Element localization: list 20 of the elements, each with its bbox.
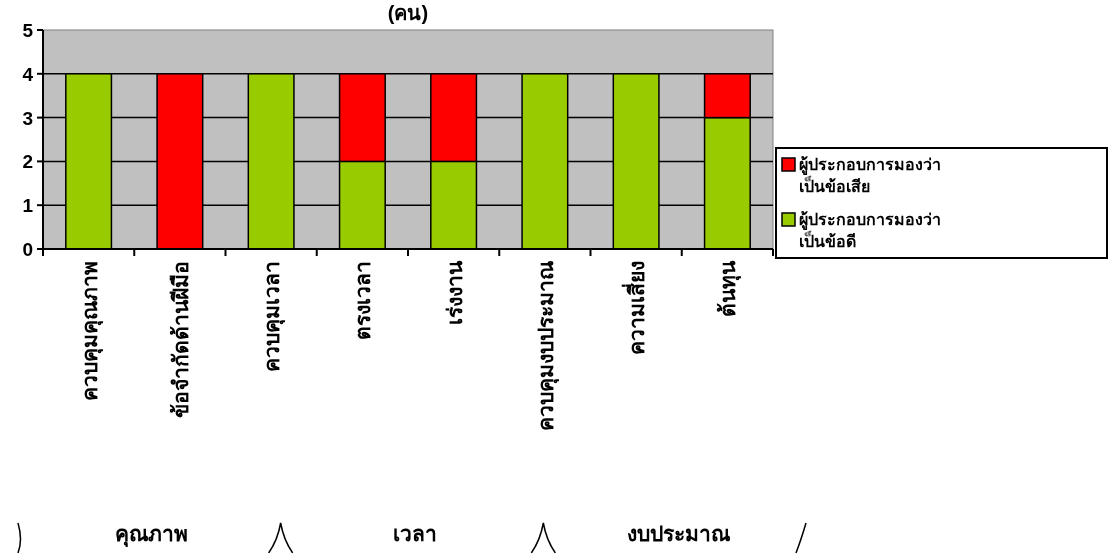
x-tick-label: ข้อจำกัดด้านฝีมือ (168, 261, 192, 418)
legend-label: ผู้ประกอบการมองว่าเป็นข้อดี (799, 211, 941, 250)
chart-title: (คน) (387, 2, 429, 24)
y-tick-label: 2 (22, 151, 33, 173)
text: เวลา (393, 522, 437, 545)
y-tick-label: 4 (22, 63, 34, 85)
x-tick-label: ความเสี่ยง (621, 261, 649, 355)
x-tick-label: ต้นทุน (716, 260, 743, 317)
x-tick-label: ควบคุมเวลา (260, 261, 287, 372)
text: งบประมาณ (626, 522, 731, 545)
legend-label: ผู้ประกอบการมองว่าเป็นข้อเสีย (799, 156, 941, 195)
x-tick-label: ตรงเวลา (351, 261, 375, 340)
y-tick-label: 0 (22, 239, 33, 260)
x-tick-label: เร่งงาน (442, 260, 466, 325)
y-tick-label: 1 (22, 195, 34, 217)
x-tick-label: ควบคุมคุณภาพ (77, 261, 104, 401)
x-tick-label: ควบคุมงบประมาณ (533, 260, 560, 431)
text: คุณภาพ (115, 522, 189, 548)
y-tick-label: 3 (22, 107, 33, 129)
y-tick-label: 5 (22, 20, 34, 41)
